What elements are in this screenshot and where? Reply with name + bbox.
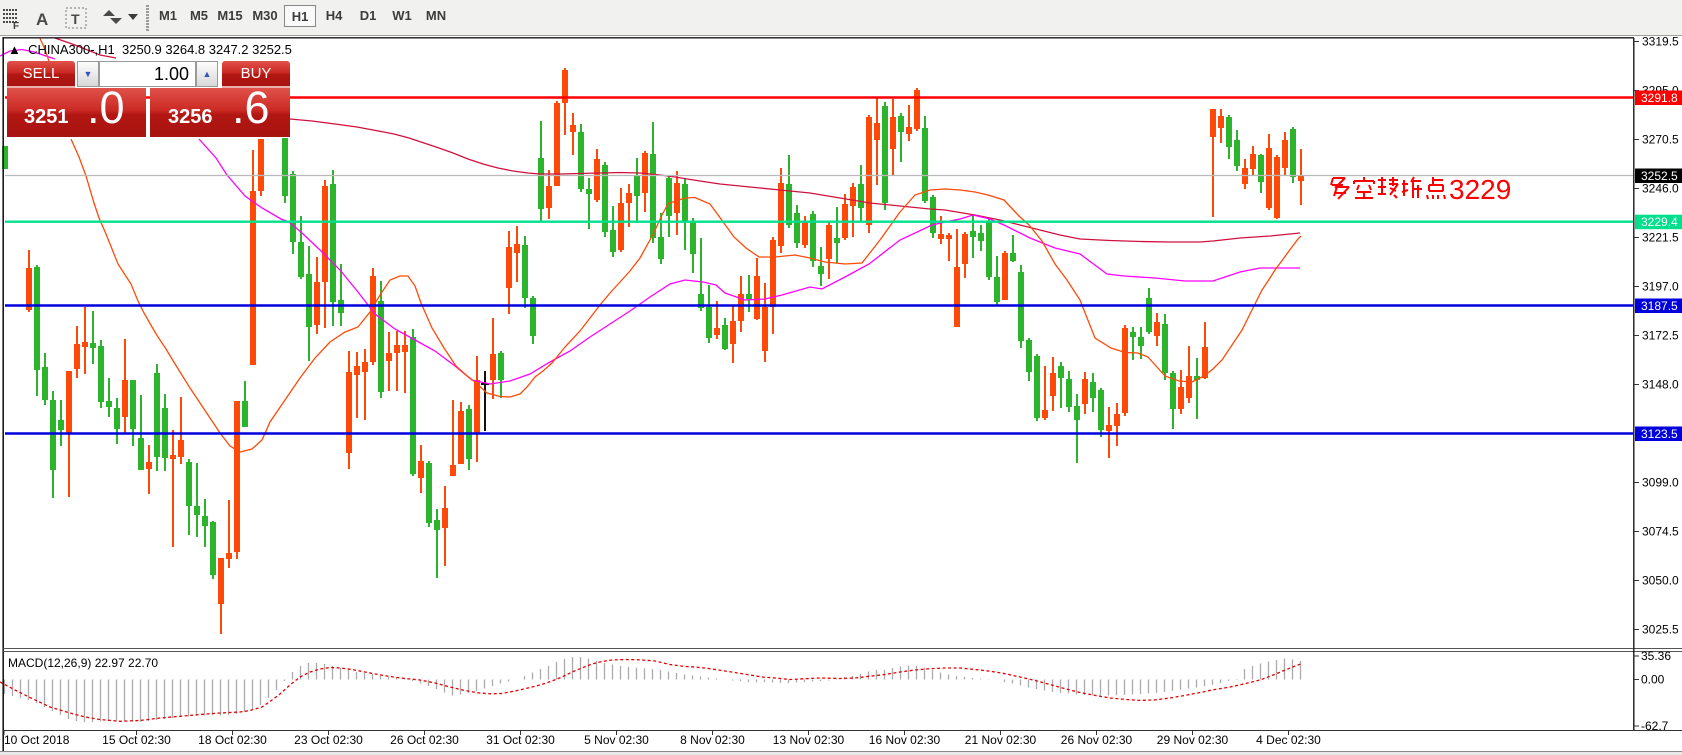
svg-text:3172.5: 3172.5 [1642, 329, 1679, 343]
svg-text:T: T [71, 11, 80, 27]
svg-text:3246.0: 3246.0 [1642, 182, 1679, 196]
svg-text:3025.5: 3025.5 [1642, 623, 1679, 637]
svg-text:3270.5: 3270.5 [1642, 133, 1679, 147]
svg-text:0.00: 0.00 [1641, 673, 1665, 687]
svg-text:29 Nov 02:30: 29 Nov 02:30 [1157, 733, 1229, 747]
svg-text:3050.0: 3050.0 [1642, 574, 1679, 588]
svg-text:8 Nov 02:30: 8 Nov 02:30 [680, 733, 745, 747]
svg-text:3148.0: 3148.0 [1642, 378, 1679, 392]
svg-text:15 Oct 02:30: 15 Oct 02:30 [102, 733, 171, 747]
svg-text:4 Dec 02:30: 4 Dec 02:30 [1256, 733, 1321, 747]
svg-text:A: A [36, 10, 48, 29]
svg-text:3252.5: 3252.5 [1641, 169, 1678, 183]
svg-text:3229.4: 3229.4 [1641, 215, 1678, 229]
svg-text:3197.0: 3197.0 [1642, 280, 1679, 294]
svg-text:3123.5: 3123.5 [1641, 427, 1678, 441]
svg-text:3229: 3229 [1449, 174, 1511, 205]
svg-text:10 Oct 2018: 10 Oct 2018 [4, 733, 70, 747]
svg-text:16 Nov 02:30: 16 Nov 02:30 [869, 733, 941, 747]
svg-text:13 Nov 02:30: 13 Nov 02:30 [773, 733, 845, 747]
svg-text:31 Oct 02:30: 31 Oct 02:30 [486, 733, 555, 747]
svg-text:-62.7: -62.7 [1641, 719, 1669, 733]
svg-text:3187.5: 3187.5 [1641, 299, 1678, 313]
svg-text:26 Nov 02:30: 26 Nov 02:30 [1061, 733, 1133, 747]
svg-text:3319.5: 3319.5 [1642, 35, 1679, 49]
svg-text:23 Oct 02:30: 23 Oct 02:30 [294, 733, 363, 747]
svg-text:26 Oct 02:30: 26 Oct 02:30 [390, 733, 459, 747]
svg-text:35.36: 35.36 [1641, 649, 1671, 663]
svg-text:5 Nov 02:30: 5 Nov 02:30 [584, 733, 649, 747]
svg-text:21 Nov 02:30: 21 Nov 02:30 [965, 733, 1037, 747]
svg-text:3221.5: 3221.5 [1642, 231, 1679, 245]
svg-text:MACD(12,26,9) 22.97 22.70: MACD(12,26,9) 22.97 22.70 [8, 656, 158, 670]
svg-text:F: F [13, 21, 19, 32]
svg-text:18 Oct 02:30: 18 Oct 02:30 [198, 733, 267, 747]
svg-text:3099.0: 3099.0 [1642, 476, 1679, 490]
svg-text:3291.8: 3291.8 [1641, 91, 1678, 105]
svg-text:3074.5: 3074.5 [1642, 525, 1679, 539]
